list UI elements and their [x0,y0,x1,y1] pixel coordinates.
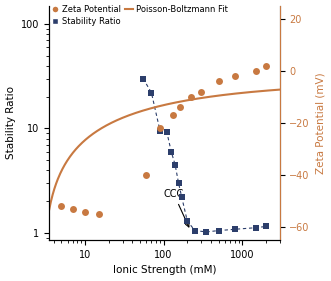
Y-axis label: Zeta Potential (mV): Zeta Potential (mV) [315,72,325,174]
X-axis label: Ionic Strength (mM): Ionic Strength (mM) [113,266,216,275]
Y-axis label: Stability Ratio: Stability Ratio [6,87,16,159]
Legend: Zeta Potential, Stability Ratio, Poisson-Boltzmann Fit: Zeta Potential, Stability Ratio, Poisson… [51,5,228,26]
Text: CCC: CCC [164,189,189,227]
